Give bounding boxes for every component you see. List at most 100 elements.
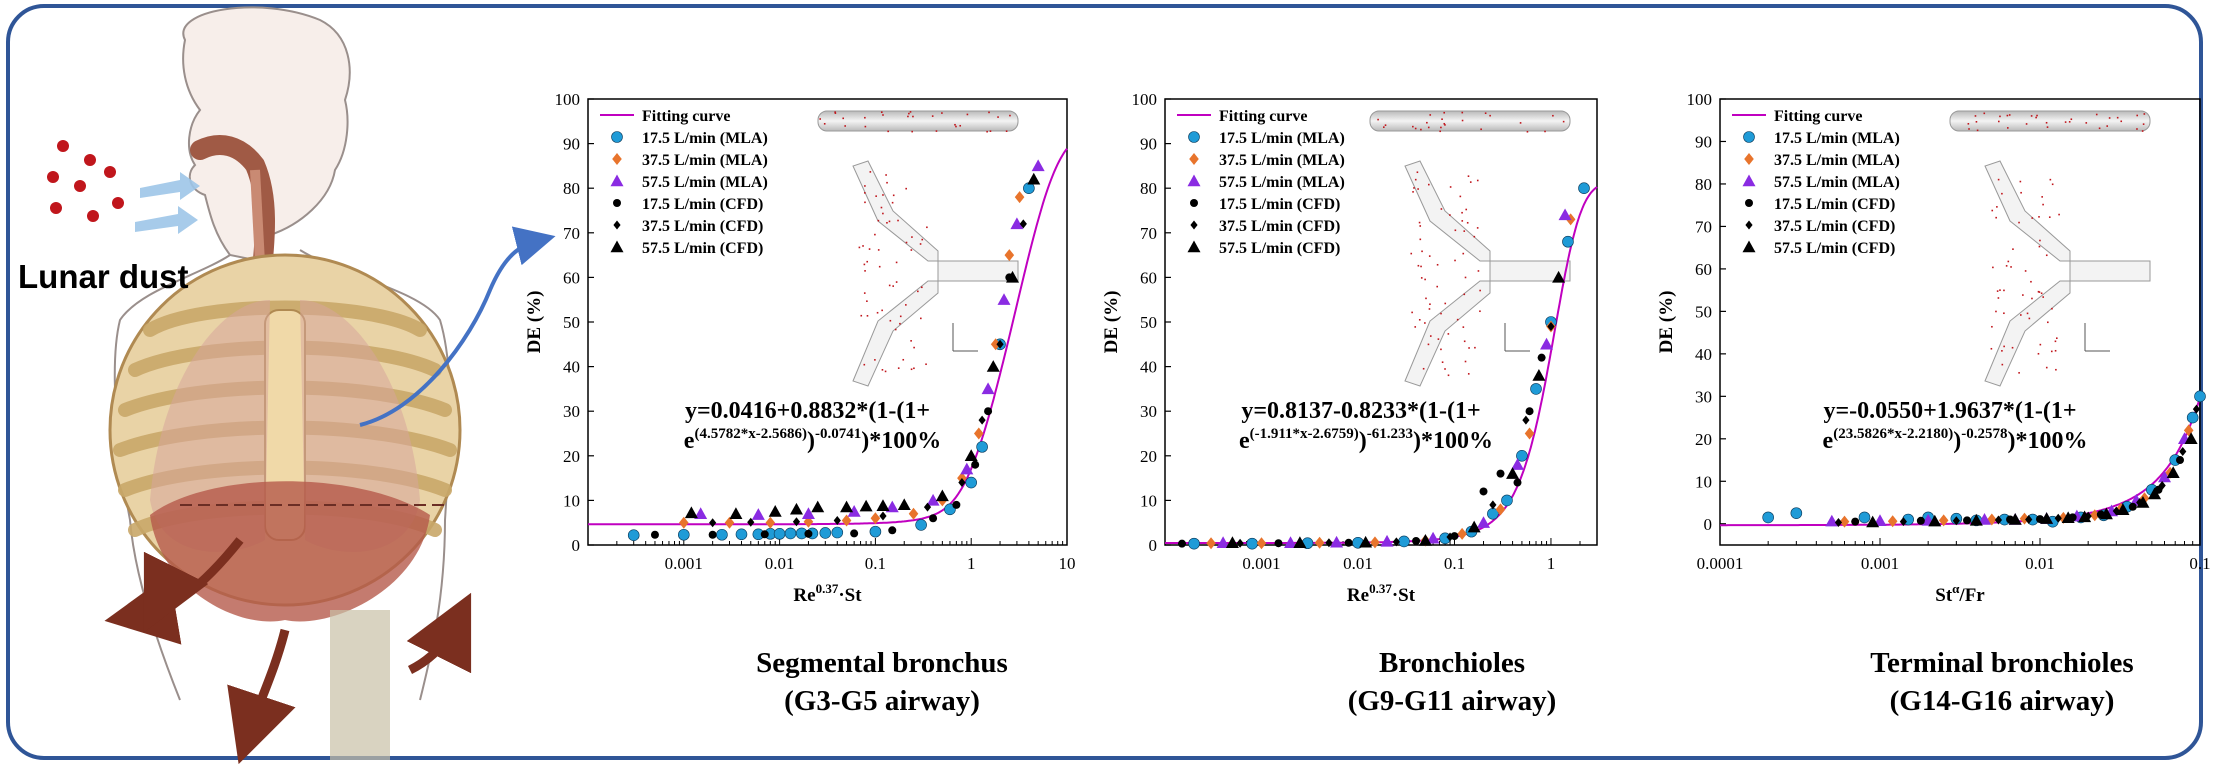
legend-swatch [610, 240, 624, 253]
y-tick-label: 0 [572, 536, 581, 555]
human-respiratory-system-illustration [104, 6, 472, 765]
y-tick-label: 30 [1140, 402, 1157, 421]
x-tick-label: 0.01 [765, 554, 795, 573]
data-point [1206, 537, 1216, 550]
data-point [789, 502, 803, 515]
data-point [819, 527, 832, 539]
inset-tube-top [1949, 110, 2151, 132]
fit-equation-line1: y=0.8137-0.8233*(1-(1+ [1241, 398, 1480, 424]
data-point [2025, 515, 2033, 525]
data-point [684, 506, 698, 519]
x-axis-label: Stα/Fr [1935, 581, 1985, 606]
legend-swatch [612, 153, 622, 165]
data-point [996, 339, 1004, 349]
data-point [1839, 515, 1850, 528]
data-point [679, 516, 689, 529]
data-point [1851, 517, 1860, 526]
data-point [1426, 531, 1440, 544]
data-point [2166, 466, 2180, 478]
data-point [2158, 470, 2172, 483]
y-tick-label: 50 [1140, 313, 1157, 332]
fitting-curve [1720, 397, 2201, 527]
data-point [1525, 407, 1534, 416]
legend-label: 37.5 L/min (CFD) [642, 218, 763, 235]
data-point [1004, 249, 1015, 262]
inset-tube-top [1369, 110, 1571, 132]
inset-axis-triad [1504, 323, 1530, 352]
data-point [1916, 516, 1925, 525]
y-tick-label: 60 [563, 268, 580, 287]
legend-swatch [1742, 240, 1756, 253]
data-point [1524, 427, 1535, 440]
fit-equation-line1: y=0.0416+0.8832*(1-(1+ [685, 398, 930, 424]
legend-label: 57.5 L/min (CFD) [1774, 240, 1895, 257]
data-point [1963, 516, 1972, 525]
x-tick-label: 0.1 [865, 554, 886, 573]
data-point [1467, 520, 1481, 533]
data-point [1578, 182, 1590, 194]
data-point [2099, 507, 2113, 520]
data-point [986, 360, 1000, 372]
y-tick-label: 70 [563, 224, 580, 243]
y-tick-label: 90 [563, 135, 580, 154]
data-point [1547, 321, 1555, 331]
lunar-dust-particles [47, 140, 124, 222]
data-point [1188, 537, 1200, 550]
data-point [1027, 172, 1041, 185]
inset-airway-bifurcation [1404, 160, 1571, 387]
legend-label: 57.5 L/min (MLA) [1219, 174, 1345, 191]
legend-swatch [611, 131, 623, 143]
y-tick-label: 30 [563, 402, 580, 421]
legend-label: 37.5 L/min (CFD) [1219, 218, 1340, 235]
legend-swatch [1743, 131, 1755, 143]
data-point [973, 427, 984, 440]
data-point [1562, 235, 1574, 248]
legend-swatch [1189, 153, 1199, 165]
data-point [952, 500, 961, 509]
data-point [897, 498, 911, 511]
data-point [1344, 538, 1353, 547]
data-point [2040, 512, 2054, 524]
data-point [1952, 516, 1960, 526]
data-point [833, 515, 841, 525]
data-point [1031, 159, 1045, 172]
chart-panel-terminal: 0 10 20 30 40 50 60 70 80 90 100 0.0001 0.001 0.01 0.1… [1656, 90, 2211, 606]
data-point [1246, 537, 1258, 550]
figure-frame [6, 4, 2203, 760]
y-tick-label: 50 [563, 313, 580, 332]
data-point [1216, 536, 1230, 548]
y-tick-label: 20 [1695, 430, 1712, 449]
data-point [1552, 270, 1566, 283]
legend-swatch [1745, 199, 1753, 207]
data-point [2194, 390, 2206, 403]
data-point [1359, 535, 1373, 548]
fit-equation-line2: e(4.5782*x-2.5686))-0.0741)*100% [684, 426, 941, 454]
legend-label: 37.5 L/min (MLA) [1219, 152, 1345, 169]
data-point [765, 516, 776, 529]
fitting-curve [588, 147, 1068, 526]
data-point [926, 493, 940, 506]
legend-label: 17.5 L/min (CFD) [1774, 196, 1895, 213]
caption-subtitle: (G3-G5 airway) [784, 685, 980, 717]
inset-airway-bifurcation [1984, 160, 2151, 387]
airway-deposition-inset [1949, 110, 2151, 387]
y-tick-label: 90 [1695, 132, 1712, 151]
x-tick-label: 0.1 [2189, 554, 2210, 573]
data-point [1532, 369, 1546, 381]
y-axis-label: DE (%) [1101, 291, 1122, 354]
data-point [981, 382, 995, 395]
data-point [984, 407, 993, 416]
data-point [1370, 536, 1380, 549]
data-point [735, 528, 748, 541]
data-point [923, 502, 932, 512]
data-point [1380, 534, 1394, 547]
legend-label: 17.5 L/min (MLA) [1219, 130, 1345, 147]
data-point [2008, 513, 2022, 525]
legend-label: 17.5 L/min (CFD) [642, 196, 763, 213]
data-point [1496, 469, 1505, 478]
legend-label: 37.5 L/min (CFD) [1774, 218, 1895, 235]
legend-label: 57.5 L/min (MLA) [1774, 174, 1900, 191]
data-point [1537, 353, 1546, 362]
data-point [1314, 536, 1325, 549]
data-point [978, 415, 986, 425]
